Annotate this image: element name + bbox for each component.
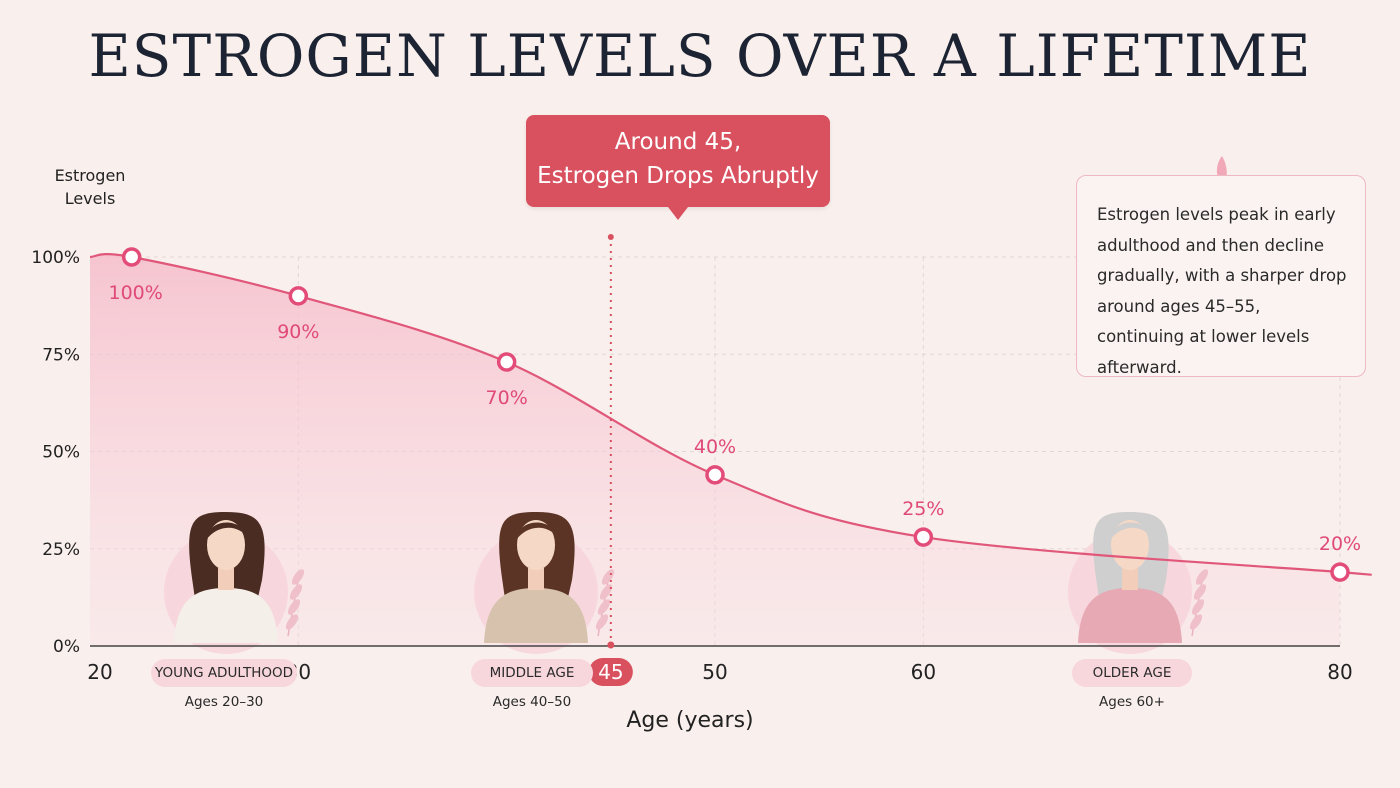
portrait-leaf: [289, 584, 303, 600]
portrait-middle-age: [474, 512, 615, 654]
stage-pill-young-adulthood: YOUNG ADULTHOOD: [151, 659, 297, 687]
portrait-leaf: [285, 614, 299, 630]
portrait-leaf: [1189, 614, 1203, 630]
area-fill: [90, 254, 1371, 646]
highlight-age-label: 45: [598, 660, 623, 684]
portrait-leaf: [1193, 584, 1207, 600]
data-label: 70%: [486, 387, 528, 409]
portrait-leaf: [287, 599, 301, 615]
stage-range-older-age: Ages 60+: [1099, 694, 1165, 710]
portrait-young-adult: [164, 512, 305, 654]
data-label: 25%: [902, 498, 944, 520]
highlight-age-marker: [588, 658, 633, 686]
y-axis-label: Estrogen Levels: [40, 164, 140, 210]
y-tick-label: 0%: [53, 637, 80, 657]
data-point: [1330, 562, 1350, 582]
stage-range-young-adulthood: Ages 20–30: [184, 694, 264, 710]
y-tick-label: 25%: [42, 540, 80, 560]
portrait-leaf: [1195, 569, 1209, 585]
highlight-line-bottom-dot: [607, 641, 615, 649]
portrait-leaf: [291, 569, 305, 585]
y-axis-label-line-1: Estrogen: [54, 166, 126, 185]
portrait-older-age: [1068, 512, 1209, 654]
portrait-top: [174, 588, 278, 643]
x-tick-label: 50: [702, 660, 727, 684]
data-point: [705, 465, 725, 485]
note-text: Estrogen levels peak in early adulthood …: [1097, 205, 1347, 377]
portrait-neck: [528, 568, 544, 590]
page-title: ESTROGEN LEVELS OVER A LIFETIME: [88, 22, 1312, 90]
data-label: 100%: [109, 282, 163, 304]
note-box: Estrogen levels peak in early adulthood …: [1076, 175, 1366, 377]
data-point: [496, 352, 517, 372]
stage-pill-middle-age: MIDDLE AGE: [471, 659, 593, 687]
y-axis-label-line-2: Levels: [64, 189, 116, 208]
callout-box: Around 45, Estrogen Drops Abruptly: [526, 115, 830, 220]
y-tick-label: 50%: [42, 443, 80, 463]
portrait-top: [484, 588, 588, 643]
data-label: 90%: [277, 321, 319, 343]
data-point: [288, 286, 309, 306]
data-point: [913, 527, 934, 547]
portrait-fringe: [516, 522, 558, 540]
portrait-face: [517, 520, 555, 570]
portrait-leaf: [595, 614, 609, 630]
x-tick-label: 20: [87, 660, 112, 684]
highlight-line-top-dot: [607, 234, 614, 240]
x-axis-title: Age (years): [626, 708, 754, 733]
y-tick-label: 100%: [31, 248, 80, 268]
portrait-fringe: [1110, 522, 1152, 540]
y-tick-label: 75%: [42, 345, 80, 365]
data-label: 20%: [1319, 533, 1361, 555]
portrait-leaf: [599, 584, 613, 600]
portrait-leaf: [597, 599, 611, 615]
x-tick-label: 80: [1327, 660, 1352, 684]
data-label: 40%: [694, 436, 736, 458]
portrait-top: [1078, 588, 1182, 643]
series-line: [89, 253, 1372, 576]
portrait-neck: [218, 568, 234, 590]
callout-line-2: Estrogen Drops Abruptly: [537, 163, 819, 189]
x-tick-label: 60: [911, 660, 936, 684]
portrait-leaf: [1191, 599, 1205, 615]
stage-range-middle-age: Ages 40–50: [492, 694, 572, 710]
portrait-neck: [1122, 568, 1138, 590]
callout-line-1: Around 45,: [614, 129, 742, 155]
portrait-fringe: [206, 522, 248, 540]
data-point: [121, 247, 142, 267]
portrait-face: [207, 520, 245, 570]
stage-pill-older-age: OLDER AGE: [1072, 659, 1192, 687]
